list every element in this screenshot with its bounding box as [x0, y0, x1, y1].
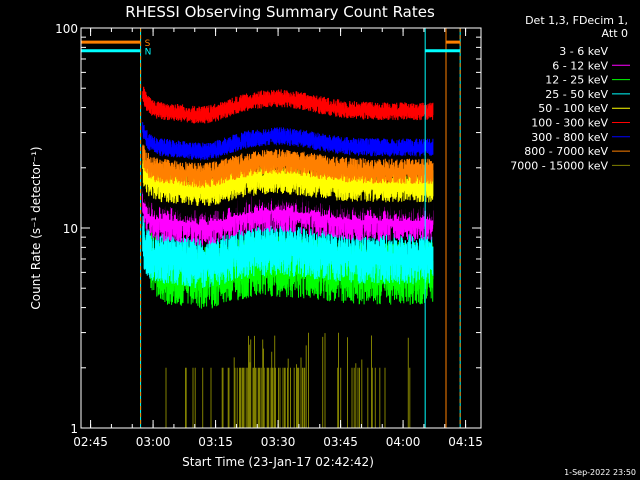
flag-layer: SN: [81, 39, 461, 58]
series-trace-100to300kev: [142, 86, 434, 124]
generated-timestamp: 1-Sep-2022 23:50: [564, 468, 636, 477]
legend-label-800to7000kev: 800 - 7000 keV: [524, 145, 608, 158]
series-trace-300to800kev: [142, 122, 434, 161]
legend-label-12to25kev: 12 - 25 keV: [545, 74, 608, 87]
legend-label-25to50kev: 25 - 50 keV: [545, 88, 608, 101]
marker-layer: [140, 28, 461, 428]
x-tick-label: 02:45: [73, 435, 108, 449]
series-7000to15000kev: [165, 332, 411, 428]
y-tick-label: 10: [63, 222, 78, 236]
flag-label-s: S: [145, 39, 151, 49]
x-tick-label: 03:30: [261, 435, 296, 449]
series-trace-7000to15000kev: [165, 332, 411, 428]
x-tick-label: 04:00: [386, 435, 421, 449]
legend-label-3to6kev: 3 - 6 keV: [559, 45, 608, 58]
plot-area: SN 02:45 03:00 03:15 03:30 03:45 04:00 04:15 1…: [55, 22, 483, 449]
legend-label-300to800kev: 300 - 800 keV: [531, 131, 608, 144]
legend-label-100to300kev: 100 - 300 keV: [531, 117, 608, 130]
series-trace-25to50kev: [142, 216, 434, 289]
x-tick-label: 03:00: [136, 435, 171, 449]
x-axis-label: Start Time (23-Jan-17 02:42:42): [182, 455, 374, 469]
series-trace-3to6kev: [142, 167, 434, 225]
x-tick-label: 03:15: [198, 435, 233, 449]
legend-label-6to12kev: 6 - 12 keV: [552, 59, 608, 72]
legend-header-line-2: Att 0: [602, 27, 628, 40]
flag-label-n: N: [145, 48, 152, 58]
series-trace-800to7000kev: [142, 144, 434, 189]
legend-header-line-1: Det 1,3, FDecim 1,: [525, 14, 628, 27]
chart-title: RHESSI Observing Summary Count Rates: [125, 3, 435, 21]
legend-label-50to100kev: 50 - 100 keV: [538, 102, 608, 115]
y-tick-label: 100: [55, 22, 78, 36]
y-axis-ticks: 1 10 100: [55, 22, 481, 436]
y-tick-label: 1: [70, 422, 78, 436]
series-layer: [142, 86, 434, 428]
y-axis-label: Count Rate (s⁻¹ detector⁻¹): [29, 146, 43, 309]
x-tick-label: 03:45: [323, 435, 358, 449]
x-axis-ticks: 02:45 03:00 03:15 03:30 03:45 04:00 04:15: [73, 28, 483, 449]
series-trace-50to100kev: [142, 157, 434, 207]
legend-label-7000to15000kev: 7000 - 15000 keV: [510, 159, 608, 172]
x-tick-label: 04:15: [448, 435, 483, 449]
